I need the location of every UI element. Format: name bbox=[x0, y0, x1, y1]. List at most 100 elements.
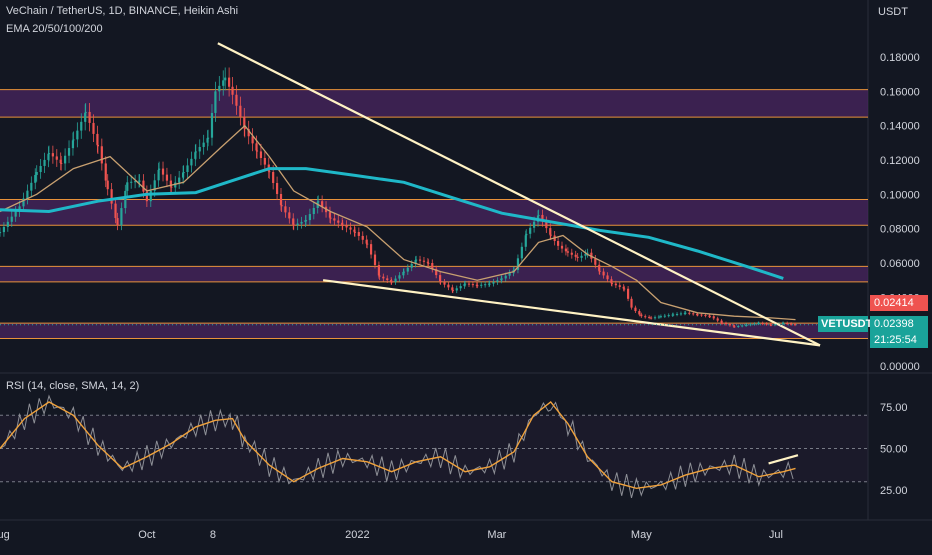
candle-body bbox=[733, 326, 736, 328]
candle-body bbox=[228, 77, 231, 87]
support-resistance-zone bbox=[0, 266, 868, 282]
candle-body bbox=[524, 235, 527, 247]
candle-body bbox=[114, 203, 117, 219]
rsi-raw-line bbox=[0, 394, 794, 499]
candle-body bbox=[644, 316, 647, 318]
candle-body bbox=[18, 206, 21, 212]
candle-body bbox=[492, 281, 495, 284]
candle-body bbox=[194, 152, 197, 159]
symbol-tag[interactable]: VETUSDT bbox=[818, 316, 872, 332]
candle-body bbox=[194, 151, 197, 153]
candle-body bbox=[580, 255, 583, 258]
candle-body bbox=[451, 290, 454, 292]
candle-body bbox=[145, 191, 148, 202]
candle-body bbox=[459, 286, 462, 289]
candle-body bbox=[704, 315, 707, 317]
candle-body bbox=[255, 150, 259, 152]
candle-body bbox=[549, 234, 552, 236]
candle-body bbox=[210, 112, 214, 138]
candle-body bbox=[341, 224, 344, 226]
candle-body bbox=[47, 153, 50, 160]
candle-body bbox=[610, 283, 614, 285]
candle-body bbox=[414, 260, 417, 264]
time-tick-label: 2022 bbox=[345, 529, 369, 541]
candle-body bbox=[341, 222, 344, 225]
candle-body bbox=[96, 133, 99, 145]
candle-body bbox=[149, 190, 152, 202]
candle-body bbox=[769, 324, 772, 326]
price-tick-label: 0.08000 bbox=[880, 224, 920, 236]
candle-body bbox=[182, 172, 185, 174]
candle-body bbox=[378, 275, 381, 277]
candle-body bbox=[634, 307, 637, 312]
candle-body bbox=[275, 183, 279, 194]
candle-body bbox=[773, 324, 777, 326]
candle-body bbox=[14, 211, 17, 217]
candle-body bbox=[153, 180, 156, 191]
candle-body bbox=[732, 325, 735, 327]
candle-body bbox=[638, 311, 641, 315]
candle-body bbox=[104, 163, 107, 181]
candle-body bbox=[255, 143, 258, 151]
rsi-tick-label: 50.00 bbox=[880, 444, 908, 456]
candle-body bbox=[484, 284, 487, 286]
candle-body bbox=[224, 77, 227, 81]
candle-body bbox=[626, 288, 630, 299]
support-resistance-zone bbox=[0, 323, 868, 339]
candle-body bbox=[488, 283, 491, 285]
candle-body bbox=[126, 182, 129, 191]
candle-body bbox=[181, 172, 185, 178]
ema-price-tag: 0.02414 bbox=[870, 295, 928, 311]
price-tick-label: 0.14000 bbox=[880, 121, 920, 133]
countdown-tag: 21:25:54 bbox=[870, 332, 928, 348]
candle-body bbox=[648, 316, 651, 318]
candle-body bbox=[782, 323, 785, 325]
candle-body bbox=[373, 254, 377, 265]
candle-body bbox=[439, 281, 442, 283]
candle-body bbox=[566, 251, 569, 253]
candle-body bbox=[288, 212, 291, 219]
candle-body bbox=[284, 206, 287, 213]
candle-body bbox=[640, 314, 643, 317]
candle-body bbox=[708, 315, 711, 317]
time-tick-label: Aug bbox=[0, 529, 10, 541]
candle-body bbox=[769, 324, 773, 326]
price-tick-label: 0.00000 bbox=[880, 361, 920, 373]
candle-body bbox=[786, 323, 789, 325]
candle-body bbox=[728, 324, 732, 326]
wedge-trendline bbox=[217, 42, 821, 347]
candle-body bbox=[720, 322, 724, 324]
candle-body bbox=[657, 316, 661, 318]
candle-body bbox=[259, 151, 263, 159]
candle-body bbox=[349, 227, 352, 230]
candle-body bbox=[251, 136, 254, 144]
candle-body bbox=[304, 220, 308, 222]
candle-body bbox=[142, 180, 145, 192]
candle-body bbox=[337, 220, 340, 223]
candle-body bbox=[280, 204, 283, 207]
candle-body bbox=[390, 280, 393, 282]
candle-body bbox=[243, 116, 246, 128]
candle-body bbox=[377, 264, 381, 276]
candle-body bbox=[47, 153, 51, 155]
candle-body bbox=[439, 275, 442, 282]
candle-body bbox=[60, 163, 63, 165]
last-price-tag: 0.02398 bbox=[870, 316, 928, 332]
price-tick-label: 0.10000 bbox=[880, 189, 920, 201]
candle-body bbox=[471, 284, 475, 286]
candle-body bbox=[663, 315, 666, 317]
candle-body bbox=[700, 314, 703, 316]
candle-body bbox=[30, 182, 33, 191]
candle-body bbox=[512, 269, 516, 271]
candle-body bbox=[178, 177, 181, 183]
candle-body bbox=[463, 283, 466, 287]
candle-body bbox=[2, 226, 6, 233]
candle-body bbox=[741, 325, 744, 327]
candle-body bbox=[190, 158, 193, 166]
candle-body bbox=[239, 105, 242, 117]
candle-body bbox=[753, 323, 756, 325]
candle-body bbox=[394, 278, 397, 282]
candle-body bbox=[268, 171, 271, 173]
candle-body bbox=[467, 283, 471, 285]
